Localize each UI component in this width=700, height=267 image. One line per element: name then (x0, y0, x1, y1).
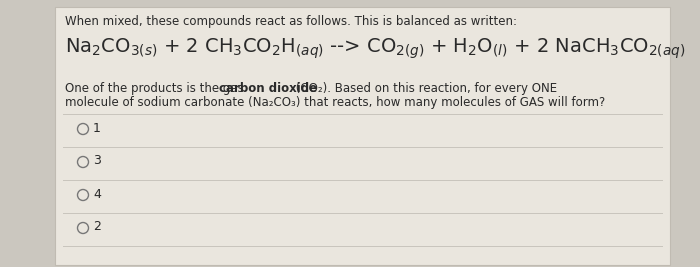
FancyBboxPatch shape (55, 7, 670, 265)
Text: When mixed, these compounds react as follows. This is balanced as written:: When mixed, these compounds react as fol… (65, 15, 517, 28)
Text: 4: 4 (93, 187, 101, 201)
Text: 1: 1 (93, 121, 101, 135)
Text: carbon dioxide: carbon dioxide (219, 82, 317, 95)
Text: Na$_2$CO$_{3(s)}$ + 2 CH$_3$CO$_2$H$_{(aq)}$ --> CO$_{2(g)}$ + H$_2$O$_{(l)}$ + : Na$_2$CO$_{3(s)}$ + 2 CH$_3$CO$_2$H$_{(a… (65, 37, 685, 61)
Text: (CO₂). Based on this reaction, for every ONE: (CO₂). Based on this reaction, for every… (292, 82, 557, 95)
Text: 2: 2 (93, 221, 101, 234)
Text: 3: 3 (93, 155, 101, 167)
Text: One of the products is the gas: One of the products is the gas (65, 82, 248, 95)
Text: molecule of sodium carbonate (Na₂CO₃) that reacts, how many molecules of GAS wil: molecule of sodium carbonate (Na₂CO₃) th… (65, 96, 606, 109)
